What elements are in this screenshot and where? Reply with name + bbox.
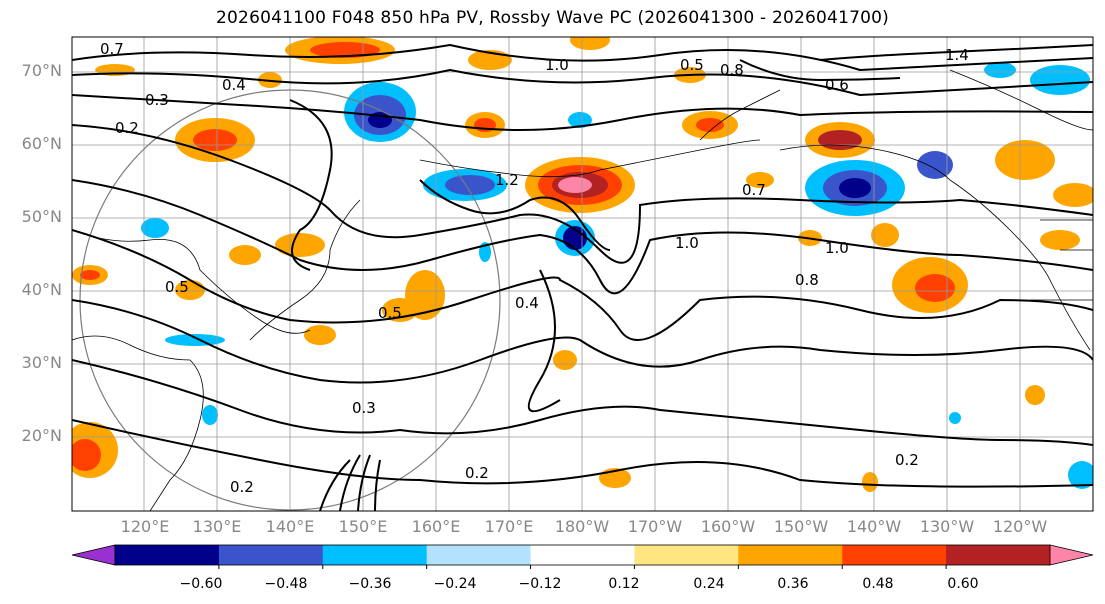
lat-label-30n: 30°N (21, 353, 62, 372)
contour-label: 1.0 (545, 56, 569, 74)
lon-label: 150°W (773, 517, 829, 536)
colorbar-tick-label: −0.48 (264, 576, 308, 592)
contour-label: 0.4 (222, 76, 246, 94)
lon-label: 120°W (992, 517, 1048, 536)
colorbar-tick-label: 0.12 (608, 576, 640, 592)
colorbar-tick-label: 0.36 (777, 576, 809, 592)
contour-label: 0.5 (680, 56, 704, 74)
colorbar-bin (322, 545, 428, 565)
colorbar-tick-label: −0.24 (433, 576, 477, 592)
contour-label: 0.8 (720, 61, 744, 79)
colorbar-bin (946, 545, 1051, 565)
contour-label: 0.5 (378, 304, 402, 322)
contour-label: 0.4 (515, 294, 539, 312)
colorbar-bin (634, 545, 739, 565)
colorbar-tick-label: 0.24 (693, 576, 725, 592)
colorbar-tick-label: 0.48 (862, 576, 894, 592)
lat-label-70n: 70°N (21, 61, 62, 80)
lon-label: 130°W (919, 517, 975, 536)
colorbar-max-extend (1049, 544, 1094, 566)
coastlines (72, 69, 1093, 511)
pv-contours (72, 43, 1093, 511)
map-title: 2026041100 F048 850 hPa PV, Rossby Wave … (216, 8, 889, 28)
lon-label: 140°W (846, 517, 902, 536)
lat-label-20n: 20°N (21, 426, 62, 445)
lat-label-40n: 40°N (21, 280, 62, 299)
contour-label: 0.3 (145, 91, 169, 109)
lon-label: 140°E (265, 517, 315, 536)
lat-label-50n: 50°N (21, 207, 62, 226)
contour-label: 0.2 (895, 451, 919, 469)
colorbar-bin (218, 545, 324, 565)
colorbar-frame (114, 544, 1051, 566)
shaded-anomalies (72, 37, 1093, 492)
contour-label: 0.3 (352, 399, 376, 417)
colorbar-min-extend (71, 544, 116, 566)
contour-label: 0.2 (465, 464, 489, 482)
contour-label: 1.2 (495, 171, 519, 189)
map-frame (71, 36, 1094, 512)
colorbar-bin (426, 545, 532, 565)
contour-labels: 0.7 0.3 0.2 0.4 1.0 0.5 0.8 0.6 1.4 1.2 … (100, 40, 969, 496)
lon-label: 150°E (338, 517, 388, 536)
lon-label: 160°W (700, 517, 756, 536)
lat-label-60n: 60°N (21, 134, 62, 153)
colorbar-tick-label: −0.36 (348, 576, 392, 592)
contour-label: 0.8 (795, 271, 819, 289)
contour-label: 0.6 (825, 76, 849, 94)
colorbar-tick-label: −0.60 (179, 576, 223, 592)
colorbar-bin (738, 545, 843, 565)
lon-label: 170°E (484, 517, 534, 536)
lon-label: 120°E (120, 517, 170, 536)
lon-label: 170°W (627, 517, 683, 536)
lon-label: 180°W (554, 517, 610, 536)
colorbar-tick-label: 0.60 (947, 576, 979, 592)
contour-label: 0.7 (100, 40, 124, 58)
reference-circle (79, 89, 501, 511)
colorbar-tick-label: −0.12 (518, 576, 562, 592)
contour-label: 0.2 (230, 478, 254, 496)
contour-label: 0.7 (742, 181, 766, 199)
contour-label: 1.4 (945, 46, 969, 64)
contour-label: 1.0 (675, 234, 699, 252)
lon-label: 130°E (192, 517, 242, 536)
lon-label: 160°E (411, 517, 461, 536)
contour-label: 0.5 (165, 278, 189, 296)
contour-label: 1.0 (825, 239, 849, 257)
colorbar (71, 544, 1094, 569)
contour-label: 0.2 (115, 119, 139, 137)
colorbar-bin (842, 545, 947, 565)
colorbar-bin (530, 545, 635, 565)
colorbar-bin (115, 545, 220, 565)
